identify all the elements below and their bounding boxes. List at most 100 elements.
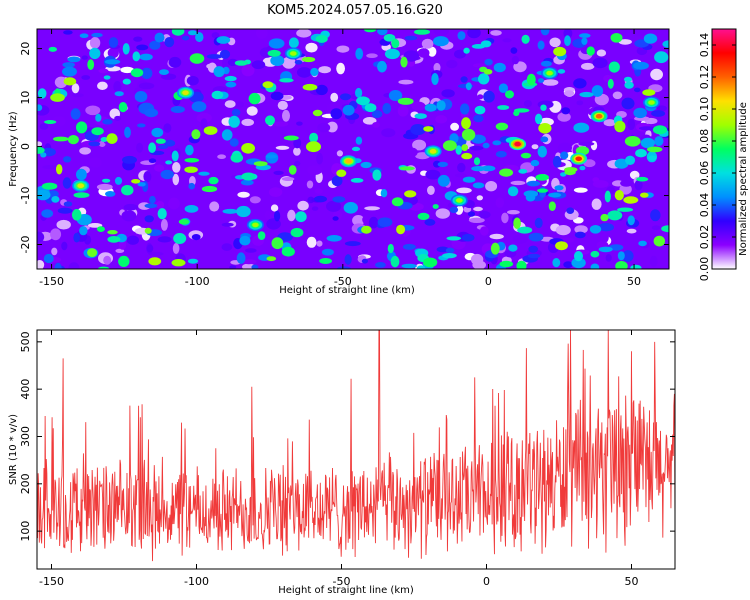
heatmap-cell — [206, 63, 217, 69]
heatmap-cell — [114, 91, 124, 97]
heatmap-cell — [91, 127, 104, 136]
heatmap-cell — [151, 127, 164, 138]
heatmap-cell — [589, 225, 602, 234]
heatmap-cell — [423, 257, 438, 268]
heatmap-cell — [502, 38, 512, 43]
heatmap-cell — [651, 110, 666, 117]
heatmap-cell — [391, 197, 404, 207]
colorbar-tick-label: 0.14 — [698, 33, 711, 58]
heatmap-cell — [224, 100, 236, 108]
heatmap-cell — [201, 185, 218, 193]
heatmap-cell — [137, 182, 146, 187]
heatmap-cell — [633, 61, 649, 70]
heatmap-cell — [520, 152, 532, 159]
heatmap-cell — [427, 185, 435, 195]
heatmap-cell — [654, 51, 669, 64]
heatmap-y-tick-label: -20 — [19, 236, 32, 254]
heatmap-cell — [37, 231, 45, 243]
heatmap-cell — [610, 33, 623, 43]
heatmap-cell — [154, 164, 165, 172]
heatmap-cell — [191, 129, 201, 140]
heatmap-cell — [375, 262, 386, 268]
heatmap-cell — [295, 211, 307, 223]
heatmap-cell — [209, 201, 220, 212]
heatmap-cell — [53, 136, 69, 142]
heatmap-cell — [377, 217, 393, 227]
heatmap-cell — [172, 173, 180, 186]
heatmap-cell — [560, 151, 569, 160]
heatmap-cell — [383, 34, 396, 42]
heatmap-cell — [211, 32, 220, 39]
heatmap-cell — [402, 243, 416, 250]
heatmap-cell — [371, 110, 383, 119]
heatmap-cell — [445, 247, 455, 254]
heatmap-cell — [624, 76, 632, 82]
heatmap-cell — [380, 189, 388, 198]
heatmap-cell — [326, 235, 342, 242]
heatmap-cell — [163, 123, 172, 133]
heatmap-cell — [364, 206, 380, 211]
heatmap-cell — [148, 158, 157, 163]
heatmap-cell — [61, 241, 68, 251]
heatmap-cell — [449, 206, 459, 213]
heatmap-cell — [590, 263, 600, 269]
heatmap-cell — [561, 107, 571, 115]
snr-x-axis: -150 -100 -50 0 50 — [39, 330, 639, 588]
heatmap-cell — [614, 190, 624, 201]
heatmap-cell — [133, 36, 143, 42]
heatmap-cell — [432, 204, 439, 209]
heatmap-cell — [400, 56, 408, 68]
heatmap-cell — [557, 69, 566, 74]
heatmap-cell — [646, 146, 663, 153]
heatmap-cell — [283, 135, 299, 141]
heatmap-cell — [138, 82, 155, 90]
heatmap-cell — [103, 255, 112, 265]
heatmap-cell — [516, 260, 527, 269]
heatmap-cell — [141, 67, 153, 80]
heatmap-cell — [221, 129, 233, 141]
heatmap-cell — [396, 224, 406, 235]
heatmap-cell — [81, 55, 88, 60]
heatmap-cell — [618, 39, 632, 45]
heatmap-cell — [265, 154, 277, 159]
heatmap-cell — [478, 211, 491, 219]
heatmap-cell — [640, 192, 649, 198]
heatmap-cell — [534, 217, 543, 229]
heatmap-plot-area — [37, 29, 669, 269]
heatmap-cell — [266, 256, 277, 262]
heatmap-cell — [37, 141, 43, 147]
heatmap-cell — [489, 233, 504, 240]
heatmap-cell — [277, 100, 288, 110]
heatmap-cell — [122, 155, 137, 164]
heatmap-cell — [457, 31, 466, 41]
heatmap-cell — [472, 260, 486, 269]
heatmap-cell — [184, 166, 198, 173]
heatmap-cell — [404, 35, 418, 41]
heatmap-cell — [414, 29, 430, 35]
heatmap-cell — [364, 103, 377, 113]
heatmap-cell — [37, 189, 51, 201]
heatmap-cell — [636, 176, 649, 182]
heatmap-hotspot — [575, 156, 582, 162]
heatmap-cell — [336, 169, 347, 177]
colorbar-tick-label: 0.02 — [698, 225, 711, 250]
heatmap-cell — [42, 165, 58, 170]
heatmap-cell — [455, 173, 468, 178]
heatmap-cell — [590, 140, 598, 151]
heatmap-cell — [124, 126, 131, 138]
heatmap-cell — [563, 90, 575, 97]
heatmap-cell — [139, 53, 153, 61]
heatmap-cell — [137, 123, 146, 128]
heatmap-cell — [435, 115, 448, 124]
heatmap-cell — [241, 259, 257, 265]
heatmap-cell — [96, 226, 105, 233]
colorbar-tick-label: 0.12 — [698, 65, 711, 90]
heatmap-cell — [403, 50, 420, 62]
heatmap-cell — [241, 172, 256, 181]
heatmap-cell — [221, 243, 233, 251]
heatmap-cell — [362, 215, 369, 224]
heatmap-cell — [537, 40, 545, 50]
heatmap-cell — [624, 136, 641, 147]
heatmap-cell — [651, 225, 661, 230]
heatmap-cell — [160, 169, 174, 180]
